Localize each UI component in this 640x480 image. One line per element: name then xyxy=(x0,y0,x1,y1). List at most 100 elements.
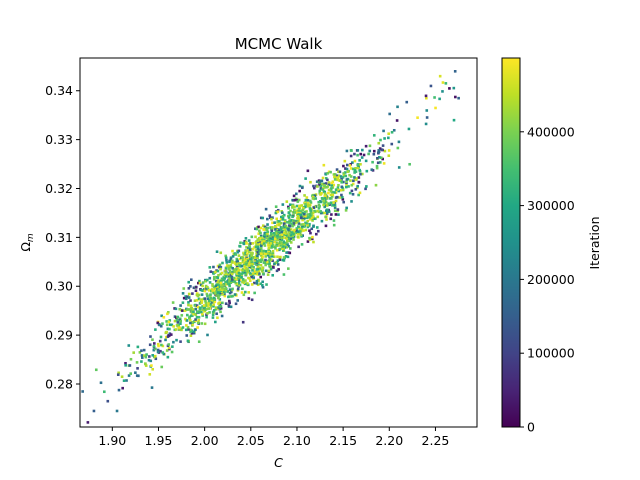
scatter-point xyxy=(278,228,281,231)
scatter-point xyxy=(212,290,215,293)
scatter-point xyxy=(282,273,286,276)
scatter-point xyxy=(226,290,229,293)
scatter-point xyxy=(167,320,171,324)
scatter-point xyxy=(216,281,219,285)
scatter-point xyxy=(234,281,238,285)
scatter-point xyxy=(242,293,246,297)
scatter-point xyxy=(324,224,328,228)
scatter-point xyxy=(223,277,227,280)
scatter-point xyxy=(274,228,277,231)
scatter-point xyxy=(152,348,156,352)
scatter-point xyxy=(291,199,295,202)
scatter-point xyxy=(304,177,307,180)
scatter-point xyxy=(271,251,274,254)
scatter-point xyxy=(374,183,378,187)
scatter-point xyxy=(166,327,170,331)
scatter-point xyxy=(270,217,273,221)
scatter-point xyxy=(246,267,249,271)
scatter-point xyxy=(245,261,248,264)
scatter-point xyxy=(204,279,208,283)
scatter-point xyxy=(236,272,239,275)
scatter-point xyxy=(324,172,328,176)
scatter-point xyxy=(382,162,386,165)
scatter-point xyxy=(184,295,187,298)
scatter-point xyxy=(206,294,209,298)
scatter-point xyxy=(438,74,442,78)
scatter-point xyxy=(280,215,283,219)
scatter-point xyxy=(218,263,222,267)
scatter-point xyxy=(244,249,248,253)
scatter-point xyxy=(174,307,178,311)
scatter-point xyxy=(253,270,257,273)
scatter-point xyxy=(221,301,224,305)
scatter-point xyxy=(257,278,260,282)
scatter-point xyxy=(148,343,152,347)
scatter-point xyxy=(291,206,294,209)
scatter-point xyxy=(179,319,182,323)
scatter-point xyxy=(241,287,244,291)
scatter-point xyxy=(168,323,172,327)
scatter-point xyxy=(244,237,248,240)
scatter-point xyxy=(327,188,331,192)
scatter-point xyxy=(287,228,290,231)
scatter-point xyxy=(378,147,382,150)
scatter-point xyxy=(327,202,330,205)
scatter-point xyxy=(214,320,217,324)
scatter-point xyxy=(224,286,228,290)
scatter-point xyxy=(269,258,273,261)
scatter-point xyxy=(285,239,289,242)
scatter-point xyxy=(287,211,291,215)
colorbar-tick-label: 300000 xyxy=(527,198,575,213)
scatter-point xyxy=(216,269,220,273)
scatter-point xyxy=(266,226,270,230)
scatter-point xyxy=(194,312,197,316)
scatter-point xyxy=(188,308,191,311)
scatter-point xyxy=(124,364,127,367)
scatter-point xyxy=(285,200,289,203)
scatter-point xyxy=(319,211,323,215)
scatter-point xyxy=(209,270,213,273)
scatter-point xyxy=(186,308,189,311)
scatter-point xyxy=(190,278,193,282)
scatter-point xyxy=(429,84,433,88)
scatter-point xyxy=(407,127,411,131)
scatter-point xyxy=(238,279,241,283)
scatter-point xyxy=(192,330,195,334)
scatter-point xyxy=(318,200,322,203)
scatter-point xyxy=(224,271,228,274)
scatter-point xyxy=(345,180,348,184)
scatter-point xyxy=(312,224,315,228)
scatter-point xyxy=(353,152,356,156)
scatter-point xyxy=(262,242,266,245)
scatter-point xyxy=(295,204,299,208)
scatter-point xyxy=(257,243,260,247)
scatter-point xyxy=(127,344,131,347)
scatter-point xyxy=(160,314,163,318)
scatter-point xyxy=(303,194,306,197)
x-tick-label: 2.00 xyxy=(191,433,219,448)
scatter-point xyxy=(237,254,241,257)
scatter-point xyxy=(275,269,279,273)
scatter-point xyxy=(261,280,264,284)
scatter-point xyxy=(300,235,303,238)
scatter-point xyxy=(336,178,339,182)
scatter-point xyxy=(308,199,312,203)
scatter-point xyxy=(340,185,344,189)
scatter-point xyxy=(309,231,312,235)
scatter-point xyxy=(304,228,308,232)
scatter-point xyxy=(223,294,227,298)
scatter-point xyxy=(231,294,235,298)
scatter-point xyxy=(200,301,203,305)
scatter-point xyxy=(329,188,333,191)
scatter-point xyxy=(333,173,337,176)
colorbar xyxy=(501,57,521,428)
scatter-point xyxy=(334,199,338,203)
scatter-point xyxy=(336,186,340,190)
scatter-point xyxy=(262,261,266,264)
scatter-point xyxy=(249,242,253,245)
scatter-point xyxy=(329,193,333,197)
scatter-point xyxy=(375,166,379,170)
scatter-point xyxy=(285,245,289,249)
scatter-point xyxy=(278,220,281,223)
scatter-point xyxy=(325,209,328,212)
